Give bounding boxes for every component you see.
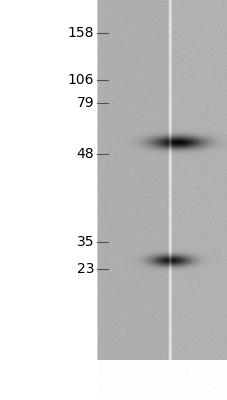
Text: 23: 23: [76, 262, 94, 276]
Text: 48: 48: [76, 147, 94, 161]
Text: 158: 158: [68, 26, 94, 40]
Text: 106: 106: [68, 73, 94, 87]
Text: 79: 79: [76, 96, 94, 110]
Text: 35: 35: [76, 235, 94, 249]
